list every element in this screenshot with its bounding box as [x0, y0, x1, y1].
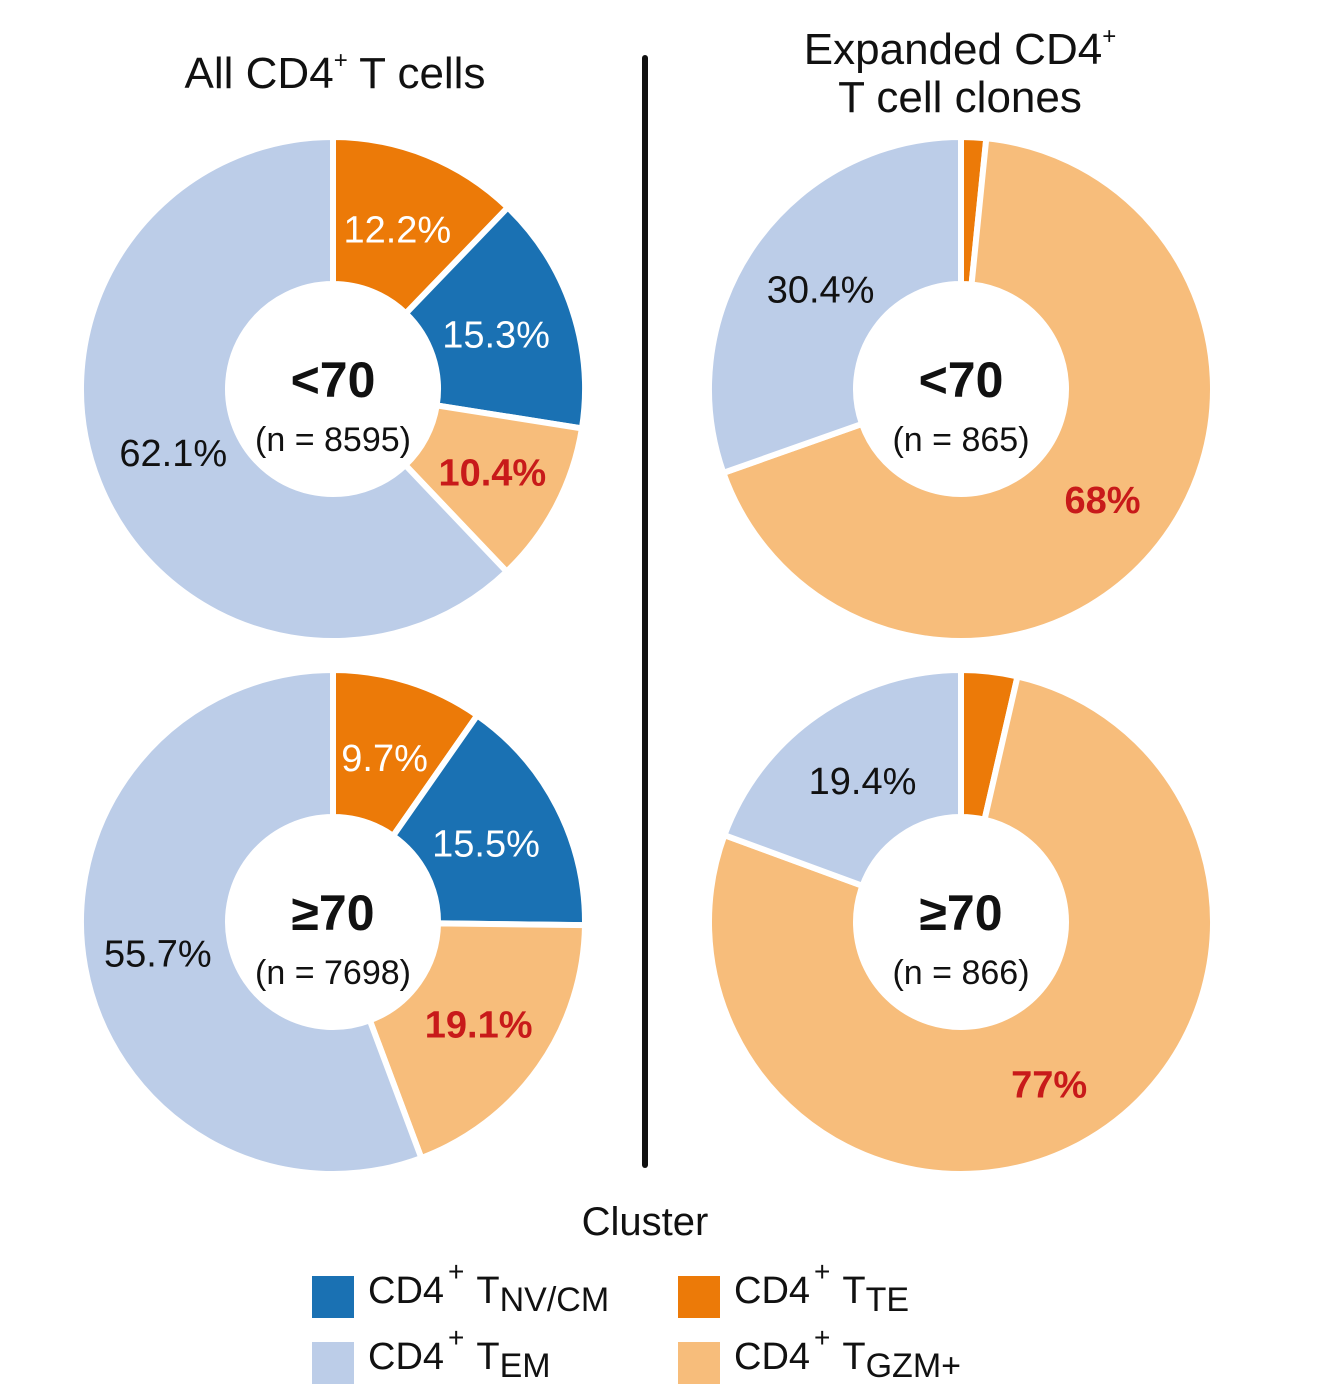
- left-title-prefix: All CD4: [184, 49, 334, 98]
- legend-text-t: T: [842, 1270, 866, 1312]
- legend-label-gzm: CD4 + TGZM+: [734, 1322, 961, 1385]
- center-n-label: (n = 7698): [255, 954, 411, 992]
- slice-label-em: 19.4%: [809, 761, 917, 803]
- right-title-sup: +: [1102, 23, 1117, 50]
- legend-text-sup: +: [814, 1256, 831, 1287]
- donut-chart-2: 9.7% 15.5% 19.1% 55.7% ≥70 (n = 7698): [78, 666, 589, 1177]
- legend-text-t: T: [476, 1270, 500, 1312]
- slice-em: [720, 666, 964, 890]
- slice-label-em: 55.7%: [104, 934, 212, 976]
- legend-swatch-nvcm: [312, 1276, 354, 1318]
- slice-gzm: [365, 920, 589, 1162]
- legend-text-sub: NV/CM: [499, 1281, 610, 1319]
- legend-text-cd: CD4: [734, 1270, 811, 1312]
- slice-label-gzm: 19.1%: [425, 1004, 533, 1046]
- slice-label-em: 30.4%: [767, 270, 875, 312]
- legend-text-t: T: [842, 1336, 866, 1378]
- left-title-sup: +: [333, 47, 348, 74]
- slice-label-te: 12.2%: [343, 209, 451, 251]
- donut-chart-4: 77% 19.4% ≥70 (n = 866): [706, 666, 1216, 1177]
- left-column-title: All CD4+ T cells: [80, 47, 590, 98]
- legend-swatch-gzm: [678, 1342, 720, 1384]
- legend-label-te: CD4 + TTE: [734, 1256, 909, 1319]
- center-group-label: ≥70: [291, 885, 374, 941]
- slice-label-gzm: 77%: [1011, 1065, 1087, 1107]
- legend-label-nvcm: CD4 + TNV/CM: [368, 1256, 609, 1319]
- legend-text-sub: GZM+: [865, 1347, 962, 1385]
- legend-text-sup: +: [448, 1256, 465, 1287]
- slice-label-nvcm: 15.3%: [442, 314, 550, 356]
- center-group-label: <70: [291, 352, 376, 408]
- slice-label-em: 62.1%: [119, 433, 227, 475]
- right-title-line2: T cell clones: [838, 73, 1082, 122]
- donut-chart-1: 12.2% 15.3% 10.4% 62.1% <70 (n = 8595): [78, 133, 588, 644]
- legend-text-cd: CD4: [368, 1270, 445, 1312]
- legend-text-sup: +: [448, 1322, 465, 1353]
- legend-swatch-em: [312, 1342, 354, 1384]
- slice-nvcm: [401, 203, 588, 432]
- legend-text-cd: CD4: [734, 1336, 811, 1378]
- slice-label-te: 9.7%: [341, 738, 428, 780]
- legend-swatch-te: [678, 1276, 720, 1318]
- slice-gzm: [706, 672, 1216, 1177]
- legend-text-t: T: [476, 1336, 500, 1378]
- legend-text-sub: TE: [865, 1281, 910, 1319]
- donut-chart-3: 68% 30.4% <70 (n = 865): [706, 133, 1216, 644]
- slice-gzm: [719, 134, 1216, 644]
- slice-nvcm: [388, 711, 588, 929]
- slice-em: [78, 133, 511, 644]
- legend-label-em: CD4 + TEM: [368, 1322, 551, 1385]
- right-title-line1: Expanded CD4: [803, 25, 1103, 74]
- center-n-label: (n = 865): [892, 421, 1029, 459]
- left-title-suffix: T cells: [347, 49, 486, 98]
- slice-te: [330, 133, 513, 318]
- slice-em: [706, 133, 964, 477]
- legend-title: Cluster: [581, 1200, 709, 1244]
- legend-text-sup: +: [814, 1322, 831, 1353]
- slice-label-nvcm: 15.5%: [432, 823, 540, 865]
- slice-label-gzm: 68%: [1065, 480, 1141, 522]
- right-column-title: Expanded CD4+ T cell clones: [700, 23, 1220, 122]
- center-n-label: (n = 866): [892, 954, 1029, 992]
- center-group-label: ≥70: [919, 885, 1002, 941]
- slice-label-gzm: 10.4%: [438, 453, 546, 495]
- center-group-label: <70: [919, 352, 1004, 408]
- slice-em: [78, 666, 426, 1177]
- legend-text-cd: CD4: [368, 1336, 445, 1378]
- legend-text-sub: EM: [499, 1347, 551, 1385]
- center-n-label: (n = 8595): [255, 421, 411, 459]
